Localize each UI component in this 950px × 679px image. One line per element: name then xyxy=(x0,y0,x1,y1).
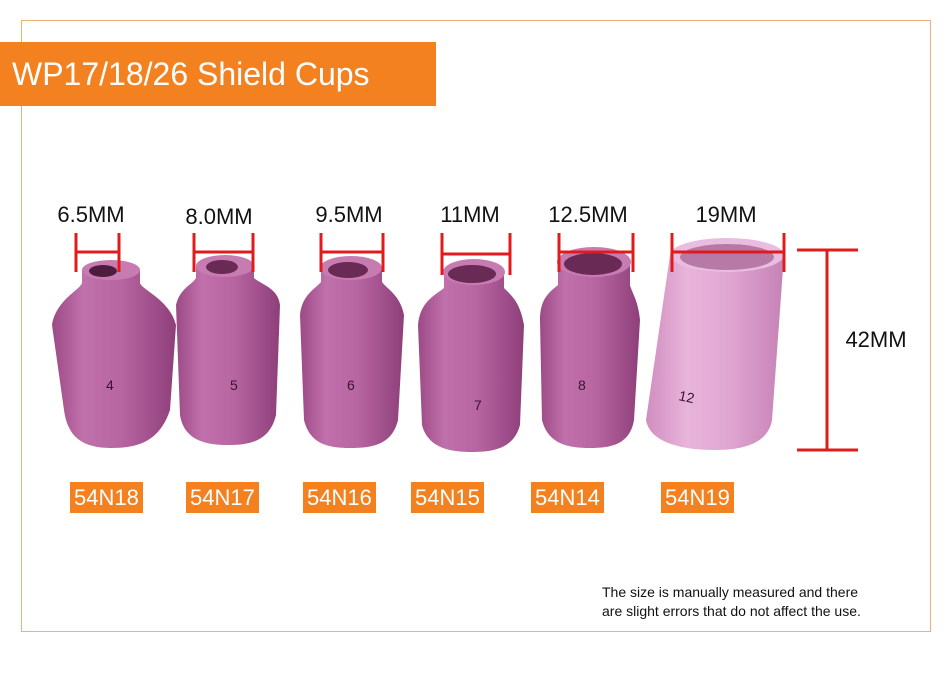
cup-number-7: 7 xyxy=(474,397,482,413)
diameter-label-7: 11MM xyxy=(440,202,500,227)
cup-8 xyxy=(540,247,640,448)
cup-number-4: 4 xyxy=(106,377,114,393)
part-number-54N14: 54N14 xyxy=(531,482,604,513)
part-number-54N16: 54N16 xyxy=(303,482,376,513)
part-number-54N18: 54N18 xyxy=(70,482,143,513)
diameter-label-8: 12.5MM xyxy=(548,202,628,227)
cup-12 xyxy=(646,238,784,450)
cup-4 xyxy=(52,260,176,448)
cup-6 xyxy=(300,256,404,448)
diameter-label-5: 8.0MM xyxy=(185,204,253,229)
note-line-1: The size is manually measured and there xyxy=(602,584,859,600)
cup-7 xyxy=(418,259,524,452)
measurement-note: The size is manually measured and there … xyxy=(602,583,861,621)
part-number-54N19: 54N19 xyxy=(661,482,734,513)
diameter-label-4: 6.5MM xyxy=(57,202,125,227)
part-number-54N17: 54N17 xyxy=(186,482,259,513)
height-label: 42MM xyxy=(845,327,907,352)
diameter-label-12: 19MM xyxy=(695,202,757,227)
title-banner: WP17/18/26 Shield Cups xyxy=(0,42,436,106)
width-markers xyxy=(74,233,858,452)
note-line-2: are slight errors that do not affect the… xyxy=(602,603,861,619)
cup-number-8: 8 xyxy=(578,377,586,393)
page-title: WP17/18/26 Shield Cups xyxy=(12,56,370,92)
cup-5 xyxy=(176,255,280,445)
cup-number-5: 5 xyxy=(230,377,238,393)
product-frame xyxy=(21,20,931,632)
cup-number-12: 12 xyxy=(677,387,696,406)
part-number-54N15: 54N15 xyxy=(411,482,484,513)
cup-number-6: 6 xyxy=(347,377,355,393)
diameter-label-6: 9.5MM xyxy=(315,202,383,227)
